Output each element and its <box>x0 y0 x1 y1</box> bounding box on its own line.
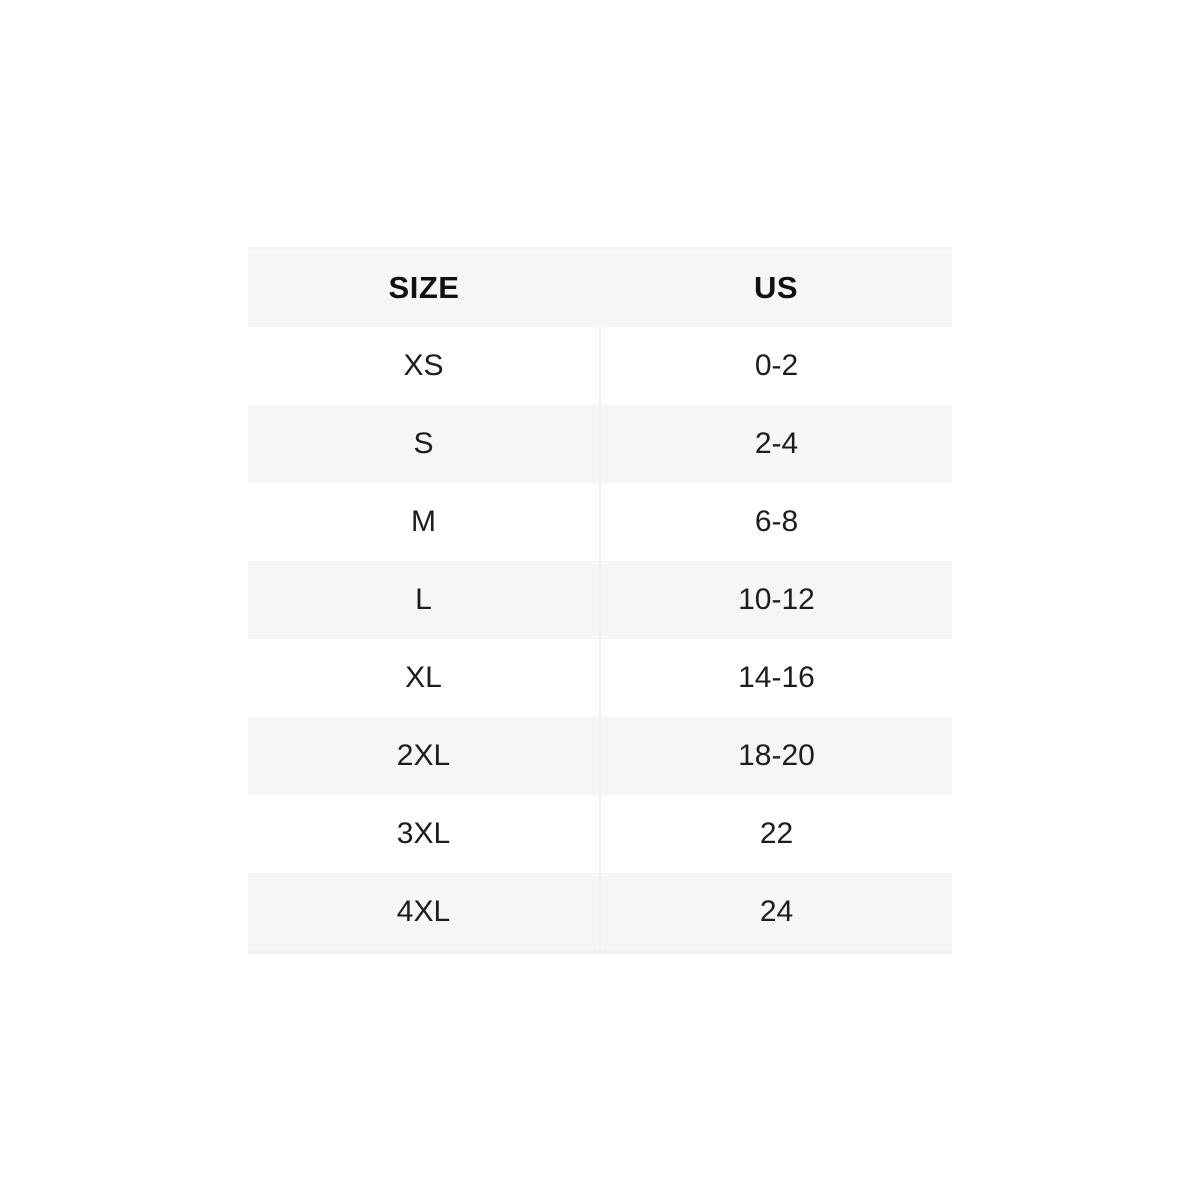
us-cell: 18-20 <box>600 716 952 795</box>
table-body: XS 0-2 S 2-4 M 6-8 L 10-12 XL 14-16 2XL … <box>248 326 952 952</box>
table-row: M 6-8 <box>248 482 952 561</box>
us-cell: 14-16 <box>600 638 952 717</box>
us-cell: 2-4 <box>600 404 952 483</box>
size-cell: XS <box>248 326 601 405</box>
column-header-us: US <box>600 247 952 327</box>
us-cell: 10-12 <box>600 560 952 639</box>
table-header: SIZE US <box>248 247 952 327</box>
table-row: XS 0-2 <box>248 326 952 405</box>
size-chart-table: SIZE US XS 0-2 S 2-4 M 6-8 L 10-12 XL <box>248 246 952 954</box>
size-cell: S <box>248 404 601 483</box>
table-row: 4XL 24 <box>248 872 952 952</box>
size-cell: 4XL <box>248 872 601 952</box>
table-row: S 2-4 <box>248 404 952 483</box>
size-cell: M <box>248 482 601 561</box>
table-row: 3XL 22 <box>248 794 952 873</box>
size-chart-page: SIZE US XS 0-2 S 2-4 M 6-8 L 10-12 XL <box>248 246 952 954</box>
header-row: SIZE US <box>248 247 952 327</box>
table-row: 2XL 18-20 <box>248 716 952 795</box>
size-cell: XL <box>248 638 601 717</box>
us-cell: 6-8 <box>600 482 952 561</box>
us-cell: 24 <box>600 872 952 952</box>
column-header-size: SIZE <box>248 247 600 327</box>
table-row: XL 14-16 <box>248 638 952 717</box>
size-cell: L <box>248 560 601 639</box>
us-cell: 22 <box>600 794 952 873</box>
size-cell: 2XL <box>248 716 601 795</box>
table-row: L 10-12 <box>248 560 952 639</box>
us-cell: 0-2 <box>600 326 952 405</box>
size-cell: 3XL <box>248 794 601 873</box>
